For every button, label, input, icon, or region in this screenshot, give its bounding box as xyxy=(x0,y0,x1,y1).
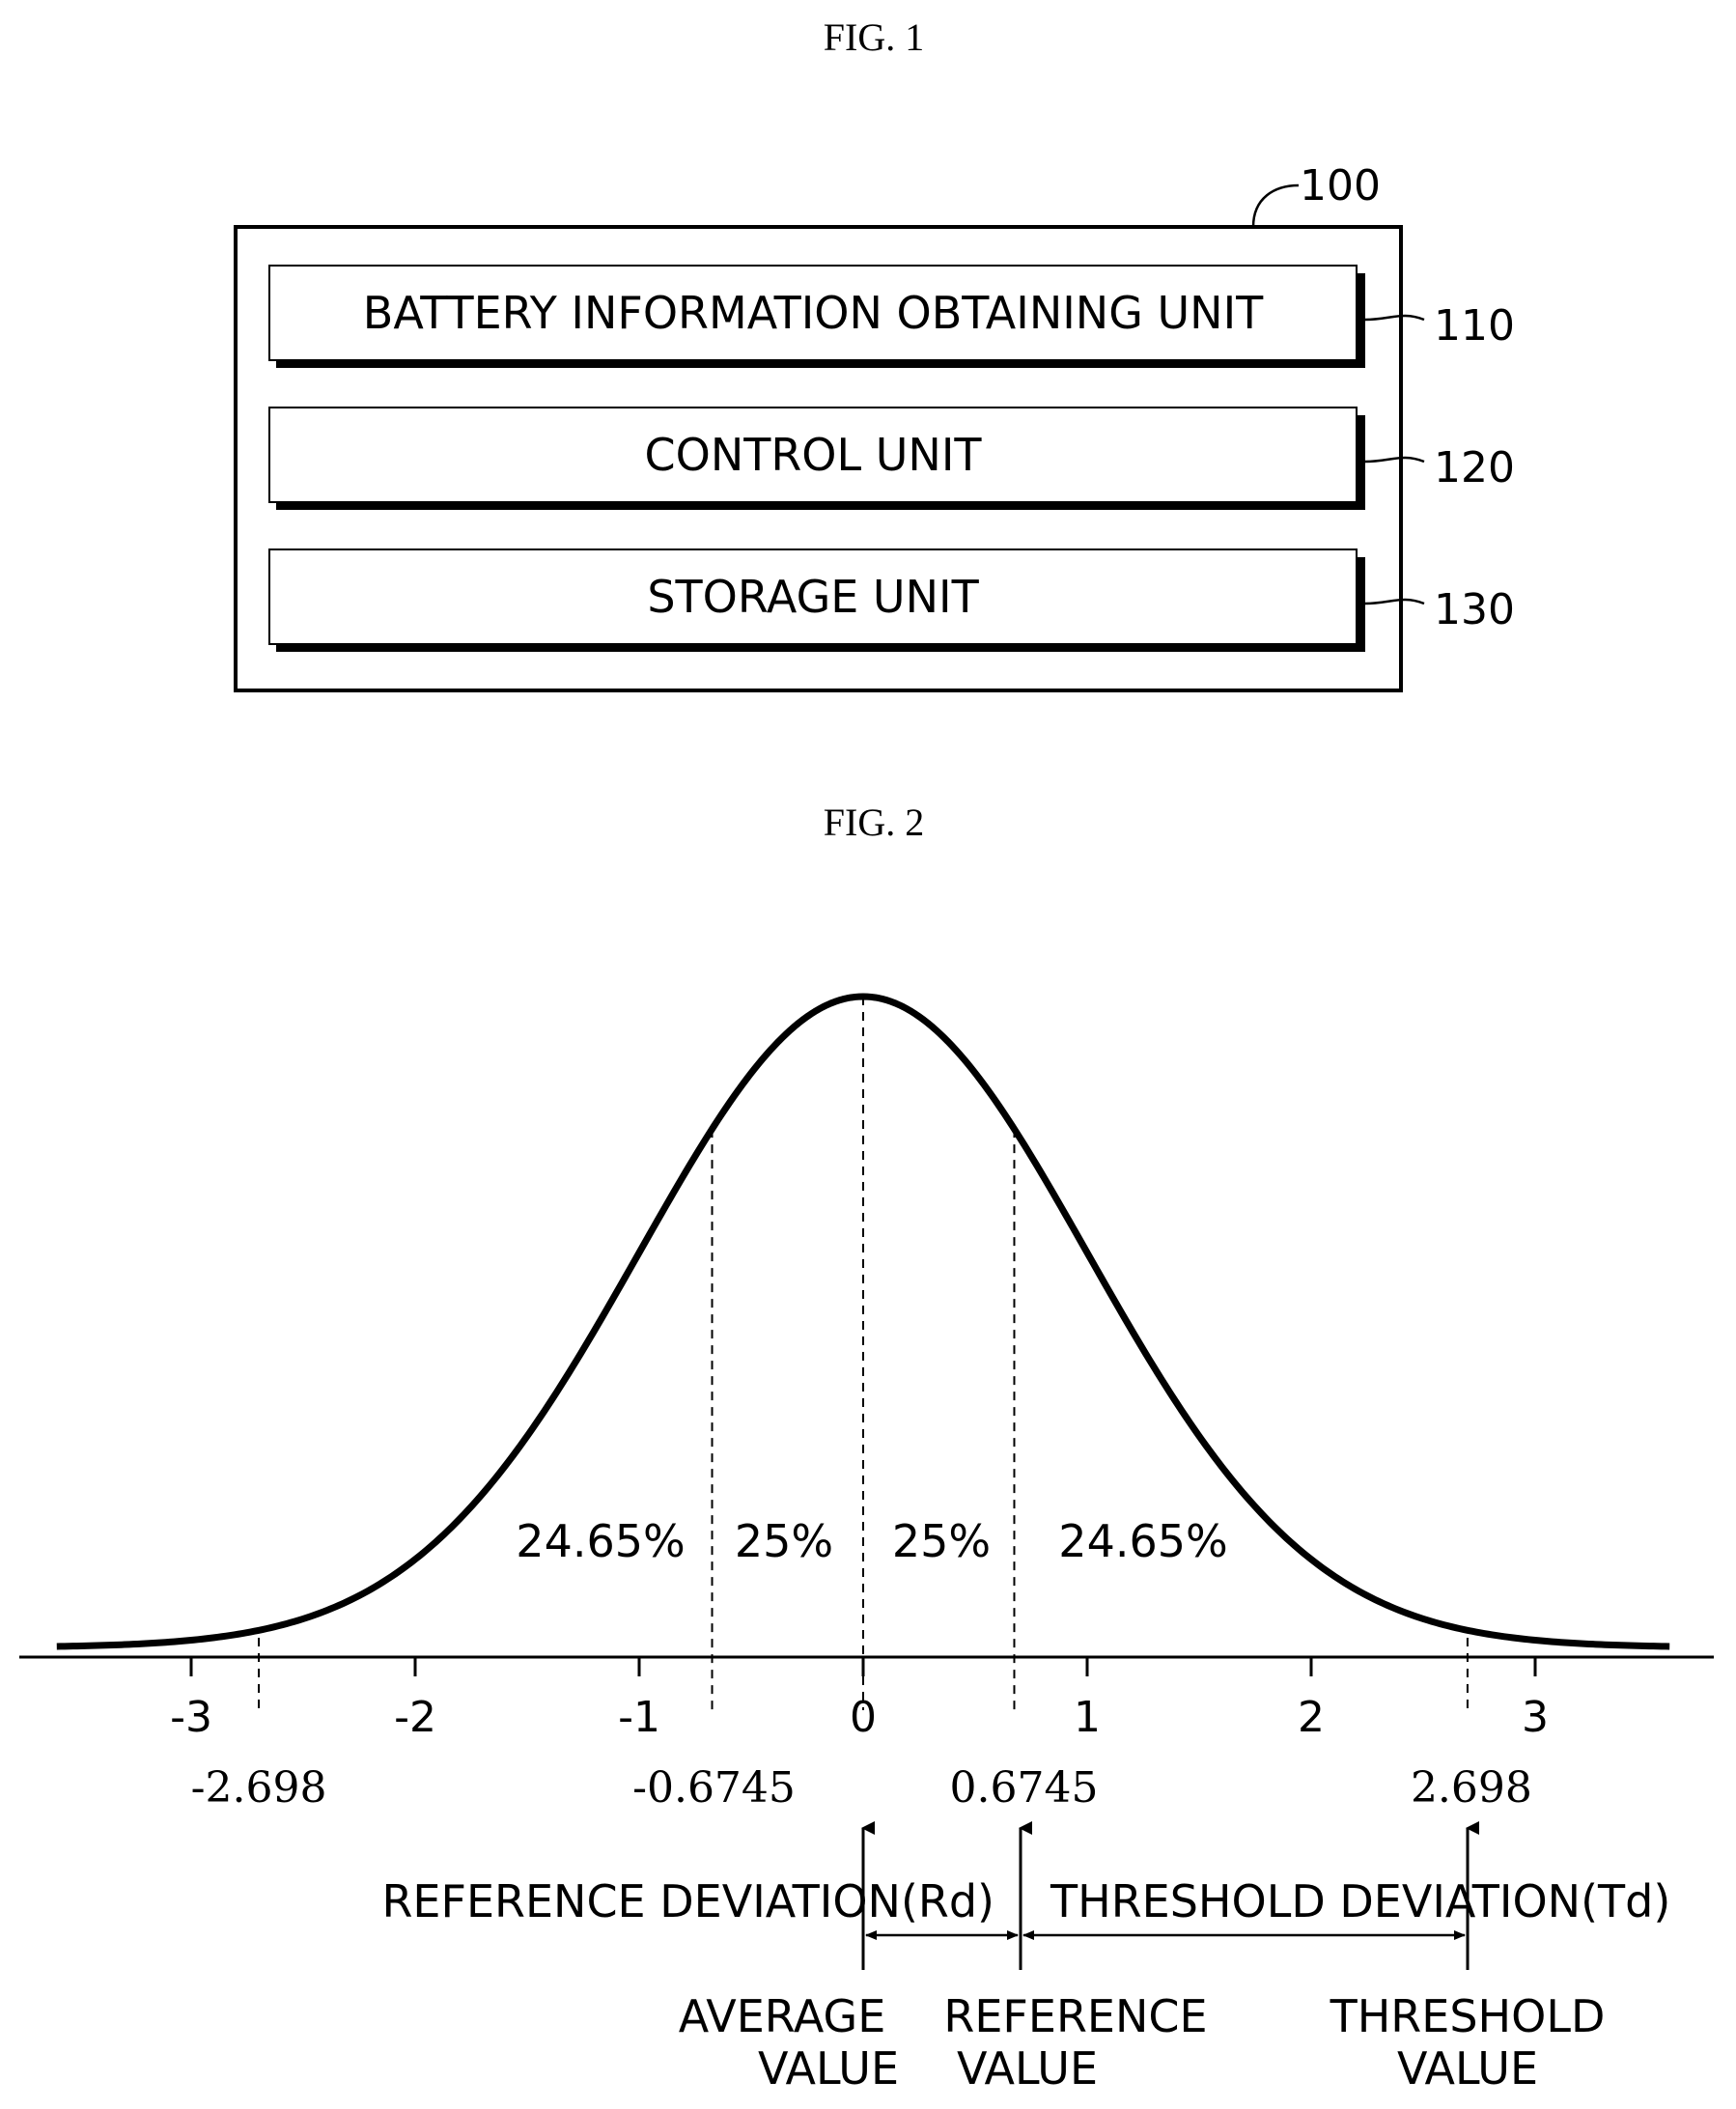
block-box xyxy=(268,407,1358,503)
fig1-title: FIG. 1 xyxy=(824,15,924,59)
ref-120-leader xyxy=(1364,456,1425,464)
ref-100-label: 100 xyxy=(1300,161,1381,211)
x-tick-label: -2 xyxy=(394,1693,436,1742)
marker-value-label: 0.6745 xyxy=(949,1763,1098,1813)
x-tick-label: 1 xyxy=(1074,1693,1101,1742)
block-box xyxy=(268,265,1358,361)
reference-value-label-line2: VALUE xyxy=(957,2042,1098,2095)
region-label-left-outer: 24.65% xyxy=(516,1515,685,1567)
average-value-label-line1: AVERAGE xyxy=(679,1990,886,2042)
block-label: BATTERY INFORMATION OBTAINING UNIT xyxy=(363,287,1264,339)
ref-110-leader xyxy=(1364,314,1425,322)
fig2-title: FIG. 2 xyxy=(824,801,924,844)
block-box xyxy=(268,548,1358,645)
x-tick-label: -3 xyxy=(170,1693,212,1742)
fig1: FIG. 1 100 BATTERY INFORMATION OBTAINING… xyxy=(234,15,1515,692)
threshold-value-label-line2: VALUE xyxy=(1397,2042,1538,2095)
x-tick-label: -1 xyxy=(618,1693,660,1742)
average-value-label-line2: VALUE xyxy=(758,2042,899,2095)
block-battery-info: BATTERY INFORMATION OBTAINING UNIT 110 xyxy=(268,265,1515,368)
block-control: CONTROL UNIT 120 xyxy=(268,407,1515,510)
fig2: FIG. 2 -3 -2 -1 0 1 2 3 -2.698 -0.6745 0.6745 2.69… xyxy=(19,801,1714,2095)
threshold-value-label-line1: THRESHOLD xyxy=(1330,1990,1606,2042)
ref-130-label: 130 xyxy=(1434,585,1515,634)
region-label-right-inner: 25% xyxy=(892,1515,991,1567)
block-label: CONTROL UNIT xyxy=(645,429,983,481)
reference-value-label-line1: REFERENCE xyxy=(943,1990,1207,2042)
x-tick-label: 3 xyxy=(1522,1693,1549,1742)
ref-120-label: 120 xyxy=(1434,443,1515,492)
ref-110-label: 110 xyxy=(1434,301,1515,351)
marker-value-label: 2.698 xyxy=(1411,1763,1532,1813)
marker-value-label: -0.6745 xyxy=(632,1763,796,1813)
normal-distribution-chart: -3 -2 -1 0 1 2 3 -2.698 -0.6745 0.6745 2.698 xyxy=(19,993,1714,1813)
marker-value-label: -2.698 xyxy=(191,1763,327,1813)
region-label-right-outer: 24.65% xyxy=(1058,1515,1227,1567)
x-tick-label: 2 xyxy=(1298,1693,1325,1742)
threshold-deviation-label: THRESHOLD DEVIATION(Td) xyxy=(1050,1875,1670,1927)
block-label: STORAGE UNIT xyxy=(647,571,979,623)
region-label-left-inner: 25% xyxy=(735,1515,833,1567)
block-storage: STORAGE UNIT 130 xyxy=(268,548,1515,652)
ref-100-leader xyxy=(1251,183,1300,228)
reference-deviation-label: REFERENCE DEVIATION(Rd) xyxy=(381,1875,994,1927)
x-tick-label: 0 xyxy=(850,1693,877,1742)
ref-130-leader xyxy=(1364,598,1425,605)
